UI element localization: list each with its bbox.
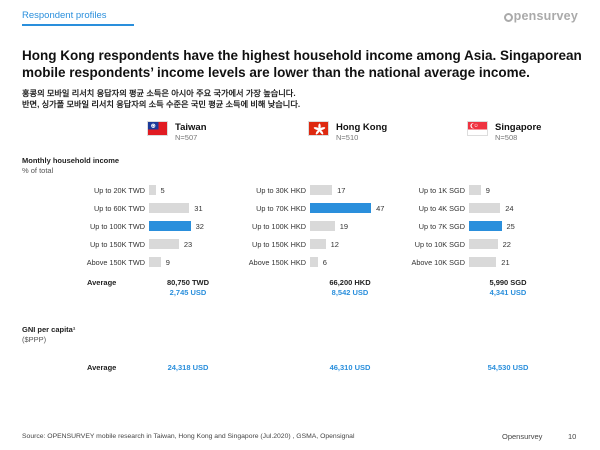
category-label: Up to 150K TWD — [89, 240, 145, 249]
data-label: 19 — [339, 222, 349, 231]
gni-sublabel: ($PPP) — [22, 335, 47, 344]
gni-value: 54,530 USD — [487, 363, 529, 372]
singapore-flag-icon — [467, 121, 488, 136]
gni-value: 24,318 USD — [167, 363, 209, 372]
country-name: Hong Kong — [336, 122, 388, 133]
section-label: Respondent profiles — [22, 10, 107, 21]
data-label: 47 — [376, 204, 385, 213]
footer-brand: Opensurvey — [502, 432, 543, 441]
bar — [469, 221, 502, 231]
country-name: Singapore — [495, 122, 542, 133]
bar — [149, 257, 161, 267]
bar — [149, 185, 156, 195]
gni-label: GNI per capita¹ — [22, 325, 76, 334]
bar — [310, 185, 333, 195]
data-label: 31 — [194, 204, 203, 213]
category-label: Up to 60K TWD — [94, 204, 145, 213]
category-label: Above 150K TWD — [86, 258, 145, 267]
subline-korean: 홍콩의 모바일 리서치 응답자의 평균 소득은 아시아 주요 국가에서 가장 높… — [22, 89, 301, 109]
country-name: Taiwan — [175, 122, 207, 133]
section-underline — [22, 24, 134, 26]
category-label: Up to 10K SGD — [414, 240, 465, 249]
data-label: 32 — [195, 222, 204, 231]
data-label: 9 — [485, 186, 490, 195]
category-label: Up to 100K TWD — [89, 222, 145, 231]
category-label: Up to 4K SGD — [418, 204, 465, 213]
category-label: Up to 20K TWD — [94, 186, 145, 195]
bar — [310, 221, 335, 231]
data-label: 24 — [505, 204, 514, 213]
gni-value: 46,310 USD — [329, 363, 371, 372]
average-local: 66,200 HKD — [329, 278, 371, 287]
category-label: Above 150K HKD — [248, 258, 306, 267]
bar — [469, 185, 481, 195]
average-usd: 4,341 USD — [489, 288, 527, 297]
page-number: 10 — [568, 432, 577, 441]
gni-row-label: Average — [87, 363, 117, 372]
opensurvey-logo: pensurvey — [503, 9, 578, 23]
data-label: 5 — [160, 186, 165, 195]
category-label: Up to 150K HKD — [252, 240, 306, 249]
headline: Hong Kong respondents have the highest h… — [22, 48, 582, 80]
bar — [149, 221, 191, 231]
category-label: Up to 30K HKD — [256, 186, 306, 195]
sample-size: N=510 — [336, 133, 359, 142]
data-label: 9 — [165, 258, 170, 267]
data-label: 25 — [506, 222, 515, 231]
category-label: Up to 100K HKD — [252, 222, 306, 231]
bar — [149, 239, 179, 249]
sample-size: N=507 — [175, 133, 198, 142]
average-usd: 8,542 USD — [331, 288, 369, 297]
source-note: Source: OPENSURVEY mobile research in Ta… — [22, 433, 355, 440]
data-label: 23 — [183, 240, 193, 249]
data-label: 12 — [330, 240, 339, 249]
logo-o-icon — [503, 13, 513, 22]
category-label: Up to 7K SGD — [418, 222, 465, 231]
sample-size: N=508 — [495, 133, 518, 142]
average-local: 5,990 SGD — [489, 278, 527, 287]
category-label: Up to 70K HKD — [256, 204, 306, 213]
data-label: 17 — [337, 186, 346, 195]
category-label: Above 10K SGD — [411, 258, 465, 267]
average-row-label: Average — [87, 278, 117, 287]
bar — [310, 203, 372, 213]
bar — [310, 239, 326, 249]
hongkong-flag-icon — [308, 121, 329, 136]
bar — [469, 203, 501, 213]
bar — [469, 257, 497, 267]
data-label: 21 — [501, 258, 510, 267]
category-label: Up to 1K SGD — [418, 186, 465, 195]
bar — [469, 239, 498, 249]
bar — [149, 203, 190, 213]
y-axis-label: Monthly household income — [22, 156, 120, 165]
average-usd: 2,745 USD — [169, 288, 207, 297]
taiwan-flag-icon — [147, 121, 168, 136]
data-label: 6 — [322, 258, 327, 267]
data-label: 22 — [502, 240, 511, 249]
bar — [310, 257, 318, 267]
y-axis-sublabel: % of total — [22, 166, 54, 175]
average-local: 80,750 TWD — [166, 278, 210, 287]
logo-text: pensurvey — [513, 9, 578, 23]
